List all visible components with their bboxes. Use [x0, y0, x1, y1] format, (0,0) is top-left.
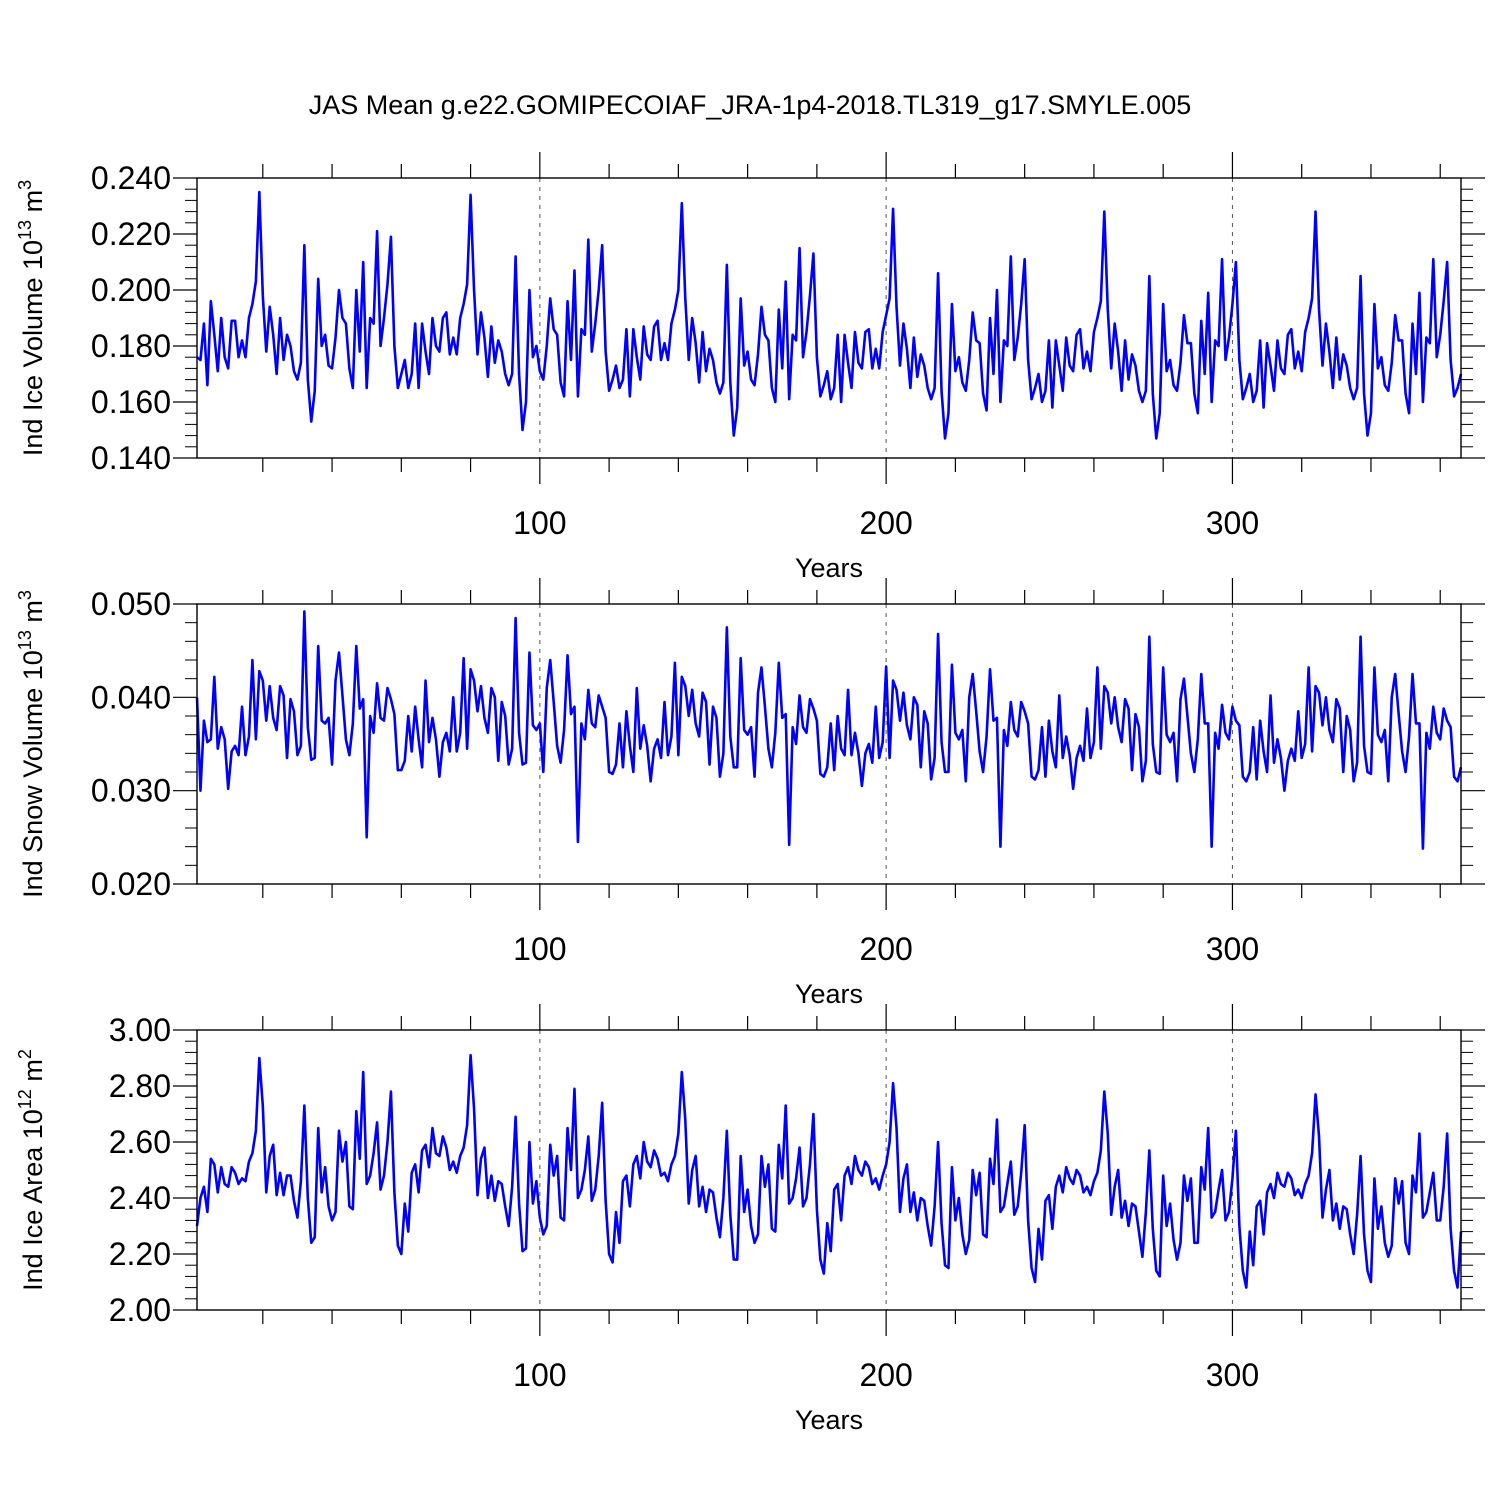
- figure-title: JAS Mean g.e22.GOMIPECOIAF_JRA-1p4-2018.…: [309, 90, 1191, 120]
- panel-3: 2.00 2.20 2.40 2.60 2.80 3.00 100 200 300 Years In…: [15, 1004, 1485, 1435]
- series-line-1: [196, 190, 1463, 440]
- x-tick-label: 100: [513, 931, 566, 967]
- y-tick-label: 2.40: [109, 1180, 171, 1216]
- y-tick-label: 0.040: [91, 679, 171, 715]
- plot-frame: [196, 177, 1462, 459]
- y-tick-label: 0.160: [91, 384, 171, 420]
- y-tick-label: 3.00: [109, 1012, 171, 1048]
- x-tick-label: 200: [859, 505, 912, 541]
- panel-2: 0.020 0.030 0.040 0.050 100 200 300 Years Ind Sn…: [15, 578, 1485, 1009]
- y-tick-label: 0.140: [91, 440, 171, 476]
- x-axis-label: Years: [795, 1405, 863, 1435]
- y-tick-label: 0.200: [91, 272, 171, 308]
- y-axis-label: Ind Ice Volume 1013 m3: [15, 180, 48, 456]
- x-tick-label: 100: [513, 505, 566, 541]
- series-line-3: [195, 1053, 1463, 1289]
- y-axis-label: Ind Ice Area 1012 m2: [15, 1049, 48, 1291]
- x-tick-label: 200: [859, 931, 912, 967]
- y-tick-label: 0.240: [91, 160, 171, 196]
- plot-frame: [196, 1029, 1462, 1311]
- panel-1: 0.140 0.160 0.180 0.200 0.220 0.240 100 200 300 Y…: [15, 152, 1485, 583]
- x-tick-label: 300: [1206, 1357, 1259, 1393]
- x-tick-label: 200: [859, 1357, 912, 1393]
- y-tick-label: 0.220: [91, 216, 171, 252]
- x-axis-label: Years: [795, 553, 863, 583]
- y-tick-label: 0.180: [91, 328, 171, 364]
- x-tick-label: 300: [1206, 505, 1259, 541]
- y-tick-label: 2.00: [109, 1292, 171, 1328]
- y-tick-label: 0.020: [91, 866, 171, 902]
- y-tick-label: 2.20: [109, 1236, 171, 1272]
- x-tick-label: 300: [1206, 931, 1259, 967]
- series-line-2: [195, 610, 1463, 850]
- y-axis-label: Ind Snow Volume 1013 m3: [15, 590, 48, 898]
- y-tick-label: 0.050: [91, 586, 171, 622]
- plot-frame: [196, 603, 1462, 885]
- x-tick-label: 100: [513, 1357, 566, 1393]
- y-tick-label: 2.80: [109, 1068, 171, 1104]
- y-tick-label: 2.60: [109, 1124, 171, 1160]
- x-axis-label: Years: [795, 979, 863, 1009]
- y-tick-label: 0.030: [91, 773, 171, 809]
